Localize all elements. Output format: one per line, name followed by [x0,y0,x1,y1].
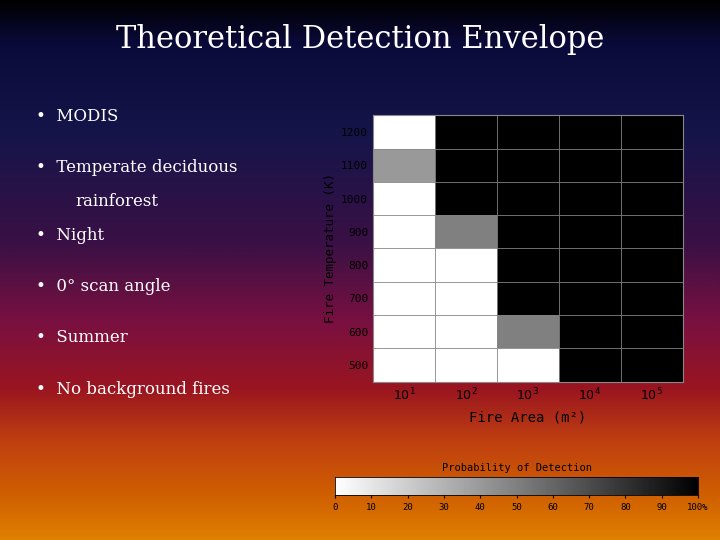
Bar [373,315,435,348]
Text: rainforest: rainforest [76,193,158,210]
Bar [621,282,683,315]
Bar [435,116,497,148]
Bar [435,315,497,348]
Bar [435,348,497,382]
Bar [435,282,497,315]
Bar [373,116,435,148]
Bar [559,315,621,348]
Text: •  Night: • Night [36,227,104,244]
Bar [373,148,435,182]
Bar [559,215,621,248]
Text: •  MODIS: • MODIS [36,108,118,125]
Bar [559,148,621,182]
Text: Probability of Detection: Probability of Detection [441,463,592,472]
Text: Theoretical Detection Envelope: Theoretical Detection Envelope [116,24,604,55]
Bar [373,282,435,315]
Bar [621,348,683,382]
Bar [373,215,435,248]
Text: •  Temperate deciduous: • Temperate deciduous [36,159,238,176]
Text: •  0° scan angle: • 0° scan angle [36,278,171,295]
Bar [497,182,559,215]
Bar [435,215,497,248]
Bar [497,348,559,382]
Bar [373,182,435,215]
Bar [373,348,435,382]
Bar [559,116,621,148]
Bar [373,248,435,282]
Bar [497,116,559,148]
Bar [497,148,559,182]
Bar [559,248,621,282]
Bar [559,348,621,382]
Text: •  No background fires: • No background fires [36,381,230,397]
Bar [435,248,497,282]
Bar [621,148,683,182]
Bar [497,315,559,348]
Bar [621,215,683,248]
Bar [497,248,559,282]
Bar [559,182,621,215]
Text: •  Summer: • Summer [36,329,127,346]
Bar [435,148,497,182]
X-axis label: Fire Area (m²): Fire Area (m²) [469,410,587,424]
Bar [497,282,559,315]
Bar [621,315,683,348]
Bar [435,182,497,215]
Bar [497,215,559,248]
Bar [621,182,683,215]
Y-axis label: Fire Temperature (K): Fire Temperature (K) [324,173,337,323]
Bar [621,116,683,148]
Bar [559,282,621,315]
Bar [621,248,683,282]
